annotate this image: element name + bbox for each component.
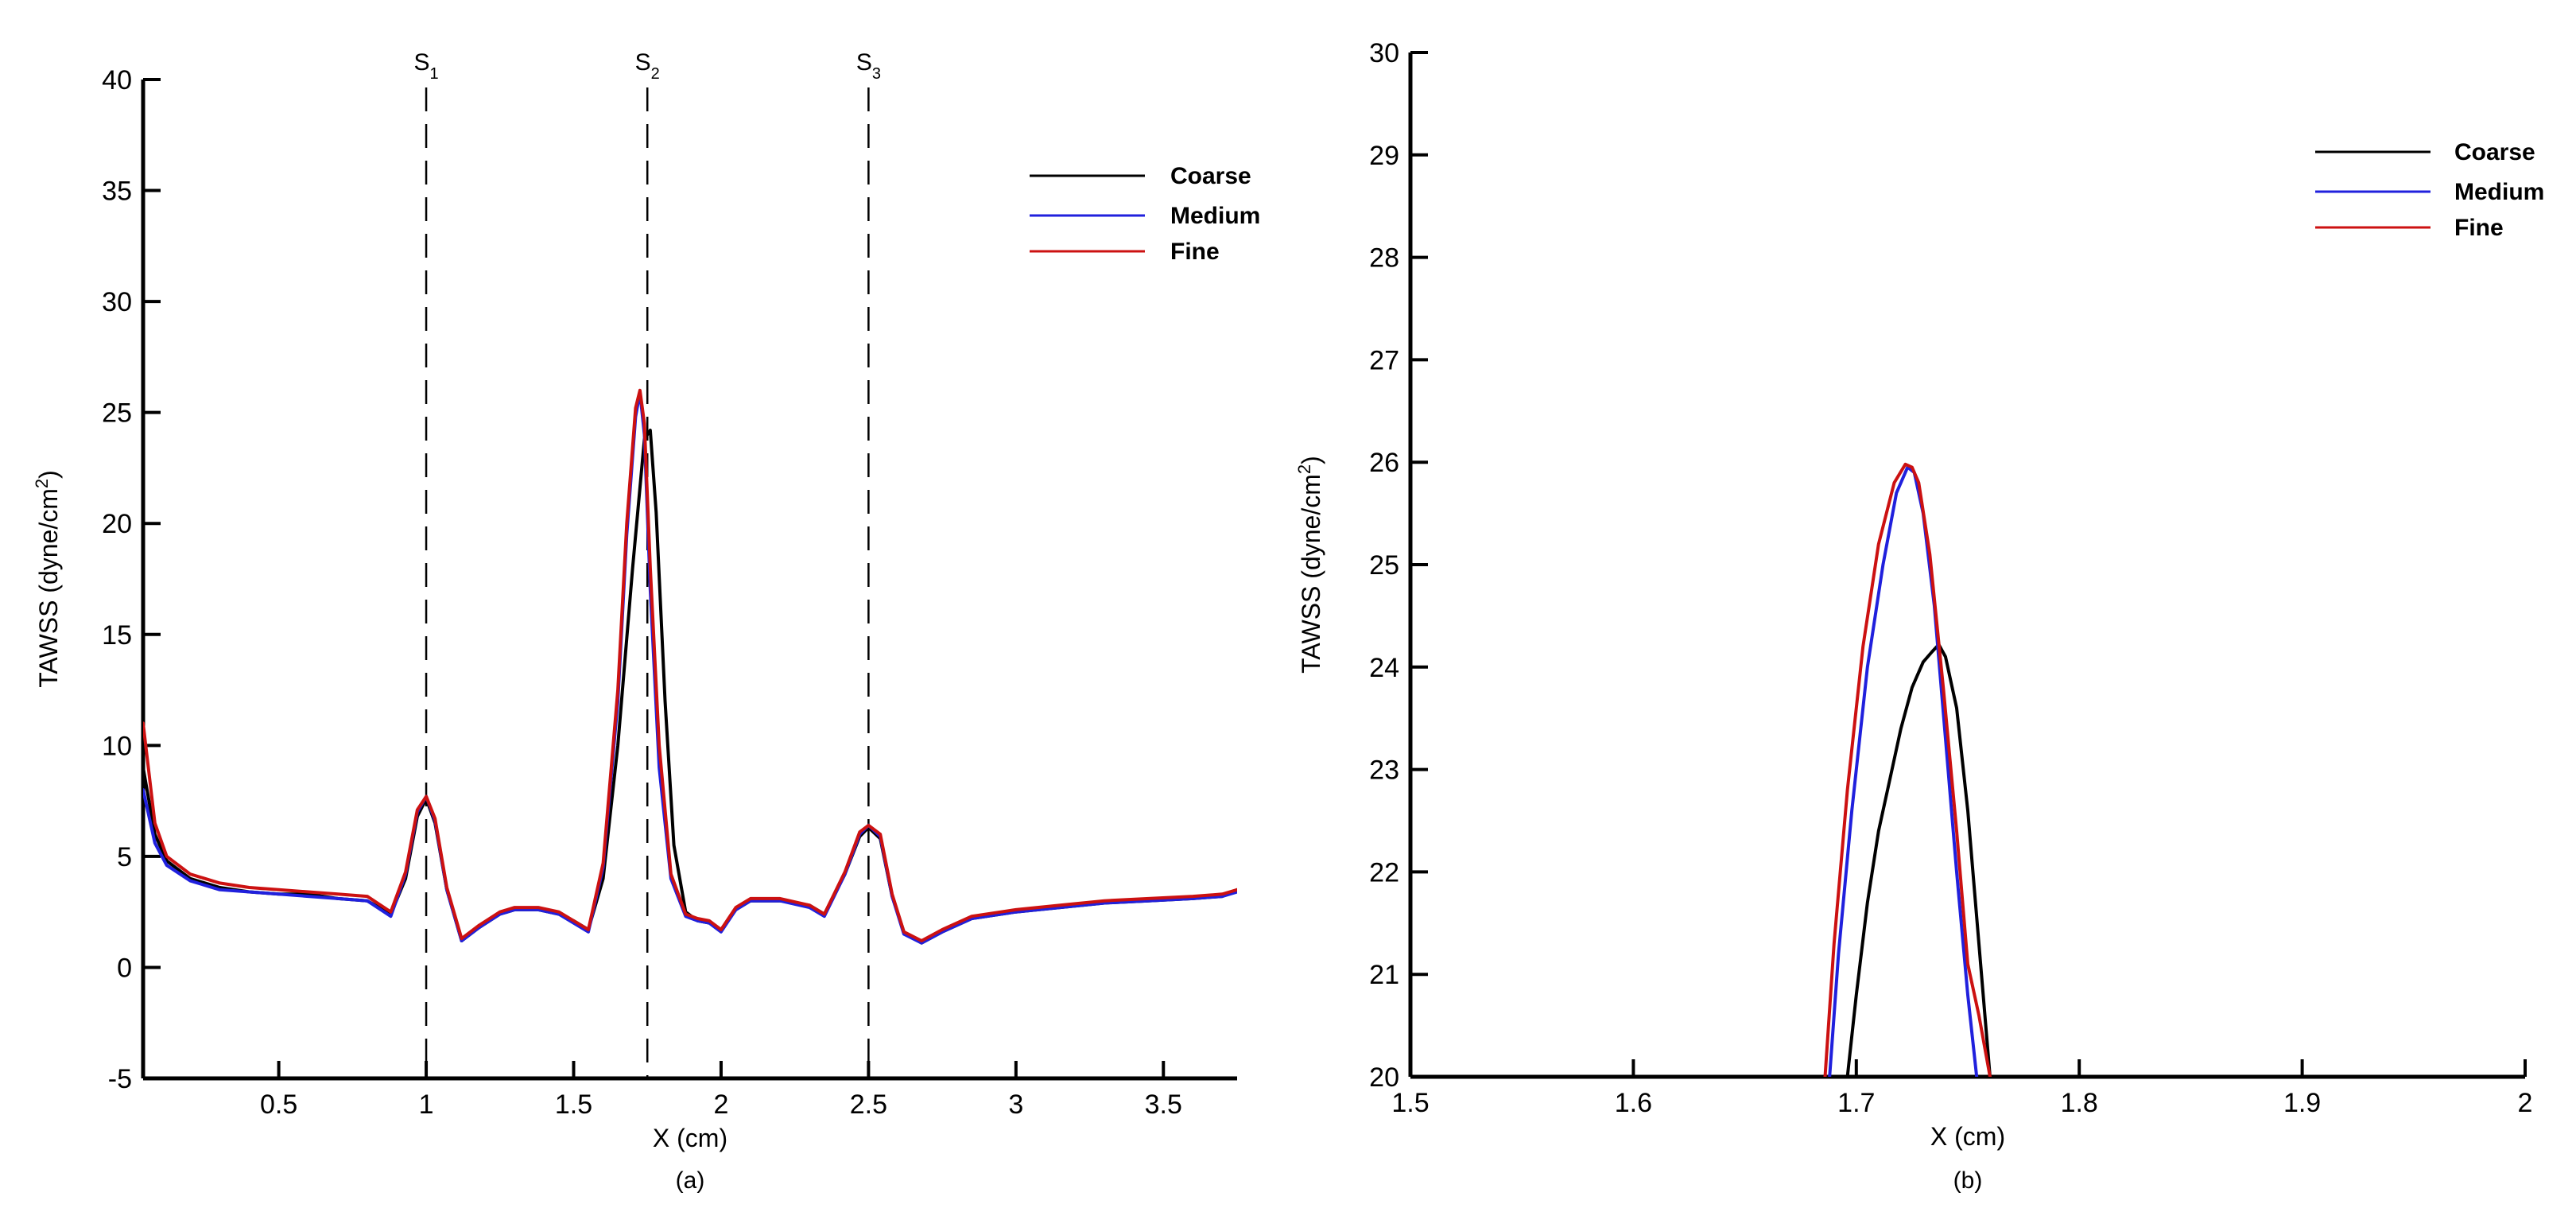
x-tick-label: 2 <box>2518 1088 2533 1118</box>
y-tick-label: 10 <box>102 731 132 761</box>
y-tick-label: 20 <box>102 509 132 539</box>
x-axis-label: X (cm) <box>653 1124 727 1152</box>
panel-b-chart: 20 21 22 23 24 25 26 27 28 29 30 1.5 1.6 1.7 1.8 1.9 2 X … <box>1294 38 2545 1194</box>
y-tick-label: 15 <box>102 620 132 651</box>
y-tick-label: 0 <box>117 953 132 983</box>
x-tick-label: 2.5 <box>850 1090 887 1120</box>
plot-area <box>143 388 1237 945</box>
y-tick-label: 30 <box>1369 38 1399 68</box>
legend-label-coarse: Coarse <box>1170 163 1251 189</box>
y-tick-label: 25 <box>1369 550 1399 581</box>
series-line-medium <box>143 390 1237 945</box>
y-tick-label: 28 <box>1369 243 1399 274</box>
x-tick-label: 3.5 <box>1145 1090 1182 1120</box>
x-tick-label: 0.5 <box>260 1090 297 1120</box>
panel-a-chart: -5 0 5 10 15 20 25 30 35 40 0.5 1 1.5 2 2.5 3 3.5 X (cm) T… <box>32 49 1261 1194</box>
x-axis-label: X (cm) <box>1930 1122 2005 1151</box>
x-tick-label: 1.6 <box>1615 1088 1652 1118</box>
panel-label: (a) <box>676 1167 705 1194</box>
legend-label-medium: Medium <box>2454 179 2544 205</box>
y-tick-label: 40 <box>102 65 132 95</box>
y-tick-label: 35 <box>102 177 132 207</box>
y-tick-label: 24 <box>1369 653 1399 683</box>
station-marker-label: S3 <box>856 49 881 83</box>
series-line-fine <box>143 388 1237 942</box>
y-tick-label: 5 <box>117 842 132 872</box>
y-tick-label: 27 <box>1369 345 1399 375</box>
y-tick-label: -5 <box>108 1064 132 1094</box>
legend: Coarse Medium Fine <box>2315 139 2544 241</box>
x-tick-label: 1.9 <box>2283 1088 2321 1118</box>
legend-label-fine: Fine <box>1170 239 1220 265</box>
panel-label: (b) <box>1953 1167 1983 1194</box>
x-tick-label: 3 <box>1008 1090 1023 1120</box>
y-tick-label: 20 <box>1369 1062 1399 1093</box>
y-tick-label: 23 <box>1369 755 1399 786</box>
station-marker-label: S2 <box>635 49 660 83</box>
legend-label-fine: Fine <box>2454 215 2504 241</box>
y-tick-label: 30 <box>102 287 132 317</box>
y-axis-label: TAWSS (dyne/cm2) <box>32 470 64 688</box>
x-tick-label: 1 <box>419 1090 434 1120</box>
x-tick-label: 1.8 <box>2061 1088 2098 1118</box>
series-line-coarse <box>1845 643 1992 1077</box>
y-tick-label: 26 <box>1369 448 1399 478</box>
series-line-medium <box>1828 465 1979 1077</box>
x-tick-label: 2 <box>713 1090 728 1120</box>
plot-area <box>1823 462 1992 1077</box>
y-axis-label: TAWSS (dyne/cm2) <box>1294 456 1326 674</box>
x-tick-label: 1.5 <box>555 1090 592 1120</box>
x-tick-label: 1.5 <box>1391 1088 1429 1118</box>
series-line-fine <box>1823 462 1992 1077</box>
y-tick-label: 21 <box>1369 960 1399 990</box>
legend-label-medium: Medium <box>1170 203 1260 229</box>
station-marker-label: S1 <box>413 49 438 83</box>
series-line-coarse <box>143 429 1237 945</box>
legend: Coarse Medium Fine <box>1030 163 1260 265</box>
x-tick-label: 1.7 <box>1837 1088 1875 1118</box>
y-tick-label: 29 <box>1369 141 1399 171</box>
legend-label-coarse: Coarse <box>2454 139 2535 165</box>
y-tick-label: 25 <box>102 398 132 429</box>
y-tick-label: 22 <box>1369 857 1399 888</box>
